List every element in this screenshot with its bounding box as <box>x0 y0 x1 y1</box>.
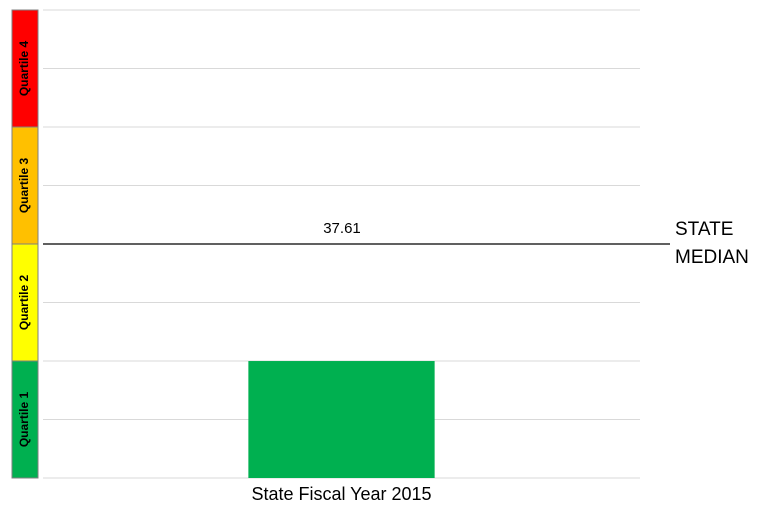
x-tick-label: State Fiscal Year 2015 <box>251 484 431 504</box>
quartile-band <box>11 243 39 362</box>
quartile-label: Quartile 4 <box>17 41 31 97</box>
quartile-band <box>11 9 39 128</box>
bar <box>248 361 435 478</box>
quartile-label: Quartile 1 <box>17 392 31 448</box>
quartile-label: Quartile 2 <box>17 275 31 331</box>
quartile-label: Quartile 3 <box>17 158 31 214</box>
median-label: STATE <box>675 219 733 240</box>
median-label: MEDIAN <box>675 247 749 268</box>
median-value-label: 37.61 <box>323 220 361 237</box>
